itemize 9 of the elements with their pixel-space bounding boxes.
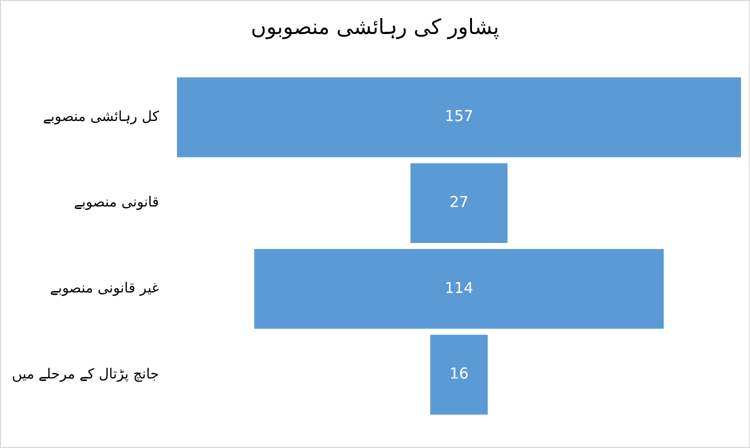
category-label: قانونی منصوبے bbox=[74, 194, 159, 211]
category-label: جانچ پڑتال کے مرحلے میں bbox=[12, 366, 159, 382]
category-label: غیر قانونی منصوبے bbox=[50, 280, 159, 297]
data-label: 157 bbox=[444, 107, 474, 126]
data-label: 114 bbox=[444, 278, 474, 297]
data-label: 16 bbox=[449, 364, 469, 383]
category-label: کل رہائشی منصوبے bbox=[42, 108, 160, 125]
text: پشاور کی رہائشی منصوبوں bbox=[250, 15, 500, 39]
data-label: 27 bbox=[449, 192, 469, 211]
